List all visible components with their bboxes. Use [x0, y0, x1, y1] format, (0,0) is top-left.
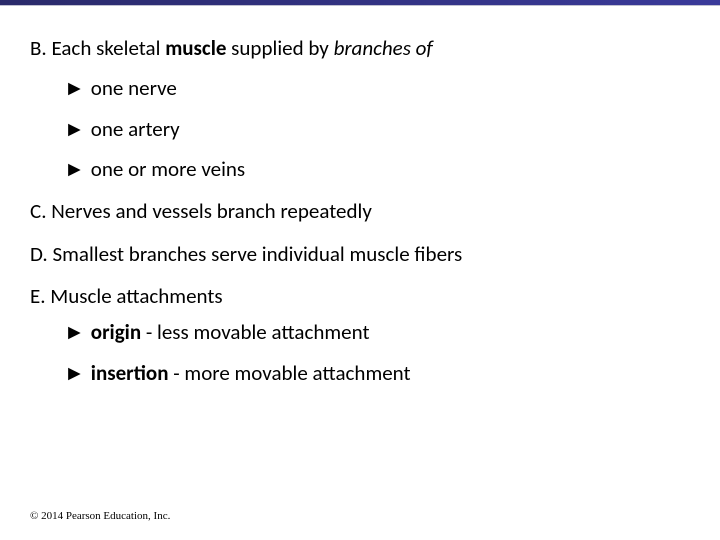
outline-b-bold: muscle — [165, 35, 226, 61]
outline-item-b: B. Each skeletal muscle supplied by bran… — [30, 34, 690, 62]
list-item-text: one artery — [91, 116, 180, 142]
list-item-rest: - less movable attachment — [141, 319, 369, 345]
outline-e-sublist: ►origin - less movable attachment ►inser… — [64, 318, 690, 387]
list-item: ►one nerve — [64, 74, 690, 102]
slide: B. Each skeletal muscle supplied by bran… — [0, 0, 720, 540]
list-item-text: one or more veins — [91, 156, 245, 182]
list-item: ►origin - less movable attachment — [64, 318, 690, 346]
list-item-bold: origin — [91, 319, 141, 345]
outline-b-mid: supplied by — [226, 35, 333, 61]
list-item-rest: - more movable attachment — [169, 360, 411, 386]
outline-b-sublist: ►one nerve ►one artery ►one or more vein… — [64, 74, 690, 183]
list-item: ►one or more veins — [64, 155, 690, 183]
outline-b-prefix: B. Each skeletal — [30, 35, 165, 61]
copyright-text: © 2014 Pearson Education, Inc. — [30, 510, 170, 522]
list-item: ►one artery — [64, 115, 690, 143]
bullet-icon: ► — [64, 359, 85, 387]
list-item-text: one nerve — [91, 75, 177, 101]
outline-item-c: C. Nerves and vessels branch repeatedly — [30, 197, 690, 225]
slide-content: B. Each skeletal muscle supplied by bran… — [0, 6, 720, 387]
outline-item-e: E. Muscle attachments — [30, 282, 690, 310]
bullet-icon: ► — [64, 74, 85, 102]
outline-item-d: D. Smallest branches serve individual mu… — [30, 240, 690, 268]
list-item-bold: insertion — [91, 360, 169, 386]
bullet-icon: ► — [64, 115, 85, 143]
outline-b-italic: branches of — [334, 35, 433, 61]
bullet-icon: ► — [64, 318, 85, 346]
bullet-icon: ► — [64, 155, 85, 183]
list-item: ►insertion - more movable attachment — [64, 359, 690, 387]
